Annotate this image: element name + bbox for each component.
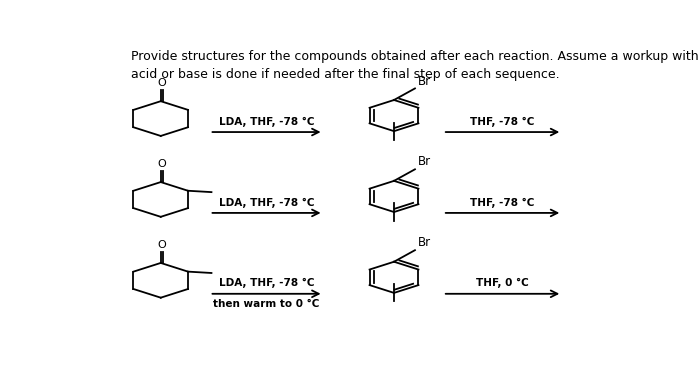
Text: LDA, THF, -78 °C: LDA, THF, -78 °C <box>219 198 314 207</box>
Text: O: O <box>158 159 166 169</box>
Text: acid or base is done if needed after the final step of each sequence.: acid or base is done if needed after the… <box>131 68 559 81</box>
Text: Provide structures for the compounds obtained after each reaction. Assume a work: Provide structures for the compounds obt… <box>131 50 700 63</box>
Text: O: O <box>158 78 166 88</box>
Text: then warm to 0 °C: then warm to 0 °C <box>214 299 320 309</box>
Text: O: O <box>158 240 166 250</box>
Text: THF, -78 °C: THF, -78 °C <box>470 198 535 207</box>
Text: Br: Br <box>418 156 430 168</box>
Text: LDA, THF, -78 °C: LDA, THF, -78 °C <box>219 278 314 288</box>
Text: THF, 0 °C: THF, 0 °C <box>476 278 529 288</box>
Text: THF, -78 °C: THF, -78 °C <box>470 117 535 127</box>
Text: LDA, THF, -78 °C: LDA, THF, -78 °C <box>219 117 314 127</box>
Text: Br: Br <box>418 236 430 249</box>
Text: Br: Br <box>418 75 430 88</box>
